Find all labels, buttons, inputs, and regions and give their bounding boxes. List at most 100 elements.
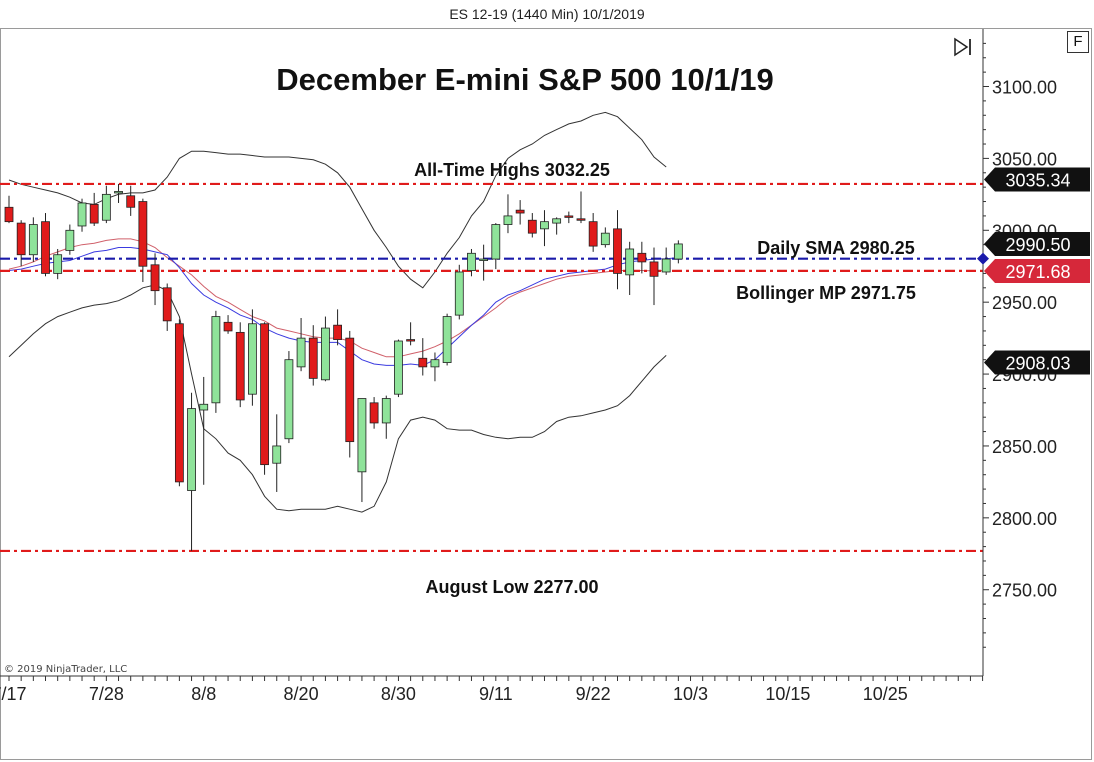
candle-body	[41, 221, 50, 274]
candle-body	[28, 224, 38, 256]
price-marker-box	[984, 167, 1090, 192]
candle	[418, 338, 428, 376]
candle-body	[296, 337, 306, 368]
candle	[442, 313, 452, 366]
y-tick-label: 2850.00	[992, 437, 1057, 457]
candle	[223, 315, 233, 334]
candle-body	[418, 357, 428, 368]
price-marker: 2971.68	[984, 259, 1090, 284]
candle-body	[540, 221, 549, 230]
candle	[503, 194, 513, 234]
candle-body	[65, 229, 75, 251]
candle	[479, 244, 489, 281]
x-tick-label: 10/15	[765, 684, 810, 704]
price-marker-box	[984, 350, 1090, 375]
x-tick-label: 10/3	[673, 684, 708, 704]
level-label: All-Time Highs 3032.25	[414, 160, 610, 180]
y-tick-label: 3100.00	[992, 78, 1057, 98]
candle	[187, 392, 196, 551]
candle	[284, 351, 294, 444]
candle-body	[527, 219, 537, 234]
candle	[272, 414, 282, 492]
candle	[564, 211, 574, 224]
candle-body	[199, 403, 209, 411]
price-marker: 3035.34	[984, 167, 1090, 192]
chart-title: December E-mini S&P 500 10/1/19	[276, 62, 773, 97]
candle	[369, 397, 379, 429]
candle-body	[345, 337, 355, 443]
x-tick-label: 9/11	[479, 684, 513, 704]
candle	[53, 248, 63, 280]
candle	[381, 395, 391, 439]
candle	[138, 198, 148, 283]
price-marker-box	[984, 259, 1090, 284]
candle	[114, 183, 123, 203]
candle	[65, 224, 75, 255]
sma-marker-diamond	[977, 252, 989, 265]
candlesticks	[4, 183, 683, 551]
candle	[126, 185, 136, 216]
candle-body	[394, 340, 403, 395]
candle-body	[308, 337, 318, 379]
f-button[interactable]: F	[1067, 31, 1089, 53]
sma-line	[8, 247, 679, 366]
candle-body	[454, 271, 464, 316]
candle	[89, 192, 99, 226]
candle	[588, 213, 598, 252]
candle-body	[174, 323, 184, 483]
candle-body	[89, 204, 99, 224]
candle	[77, 198, 87, 232]
candle-body	[661, 258, 671, 273]
candle	[162, 283, 172, 331]
candle-body	[53, 254, 63, 274]
candle	[625, 241, 635, 295]
candle-body	[503, 215, 513, 225]
candle-body	[673, 243, 683, 260]
y-tick-label: 3050.00	[992, 149, 1057, 169]
price-marker-box	[984, 231, 1090, 256]
price-marker-label: 2908.03	[1005, 354, 1070, 374]
candle	[540, 210, 549, 247]
candle-body	[479, 258, 489, 261]
candle	[333, 309, 342, 346]
candle	[199, 376, 209, 485]
x-tick-label: 7/17	[0, 684, 27, 704]
price-marker-label: 2990.50	[1005, 235, 1070, 255]
candle	[211, 310, 221, 413]
candle	[394, 339, 403, 398]
candle-body	[333, 324, 342, 340]
candle-body	[260, 323, 269, 466]
x-tick-label: 8/8	[191, 684, 216, 704]
level-label: August Low 2277.00	[425, 577, 598, 597]
candle-body	[552, 218, 562, 224]
candle-body	[442, 316, 452, 363]
candle-body	[321, 327, 330, 381]
candle	[406, 322, 416, 346]
x-tick-label: 9/22	[576, 684, 611, 704]
price-marker-label: 3035.34	[1005, 170, 1070, 190]
candle	[260, 322, 269, 475]
candle	[613, 210, 622, 290]
candle-body	[16, 222, 26, 256]
candle	[661, 247, 671, 275]
candle	[576, 191, 586, 224]
candle-body	[138, 201, 148, 267]
y-tick-label: 2800.00	[992, 509, 1057, 529]
level-labels: All-Time Highs 3032.25 Daily SMA 2980.25 B…	[414, 160, 916, 597]
candle	[467, 248, 476, 277]
price-marker: 2908.03	[984, 350, 1090, 375]
candle	[637, 241, 647, 274]
candle	[454, 264, 464, 320]
candle-body	[247, 323, 257, 395]
candle-body	[369, 402, 379, 424]
candle-body	[491, 224, 501, 260]
scroll-to-end-icon[interactable]	[950, 36, 976, 58]
candle	[527, 213, 537, 238]
x-tick-label: 7/28	[89, 684, 124, 704]
window-title: ES 12-19 (1440 Min) 10/1/2019	[449, 6, 645, 22]
candle-body	[600, 232, 610, 246]
price-marker: 2990.50	[984, 231, 1090, 256]
candle-body	[357, 398, 367, 473]
candle-body	[637, 252, 647, 263]
